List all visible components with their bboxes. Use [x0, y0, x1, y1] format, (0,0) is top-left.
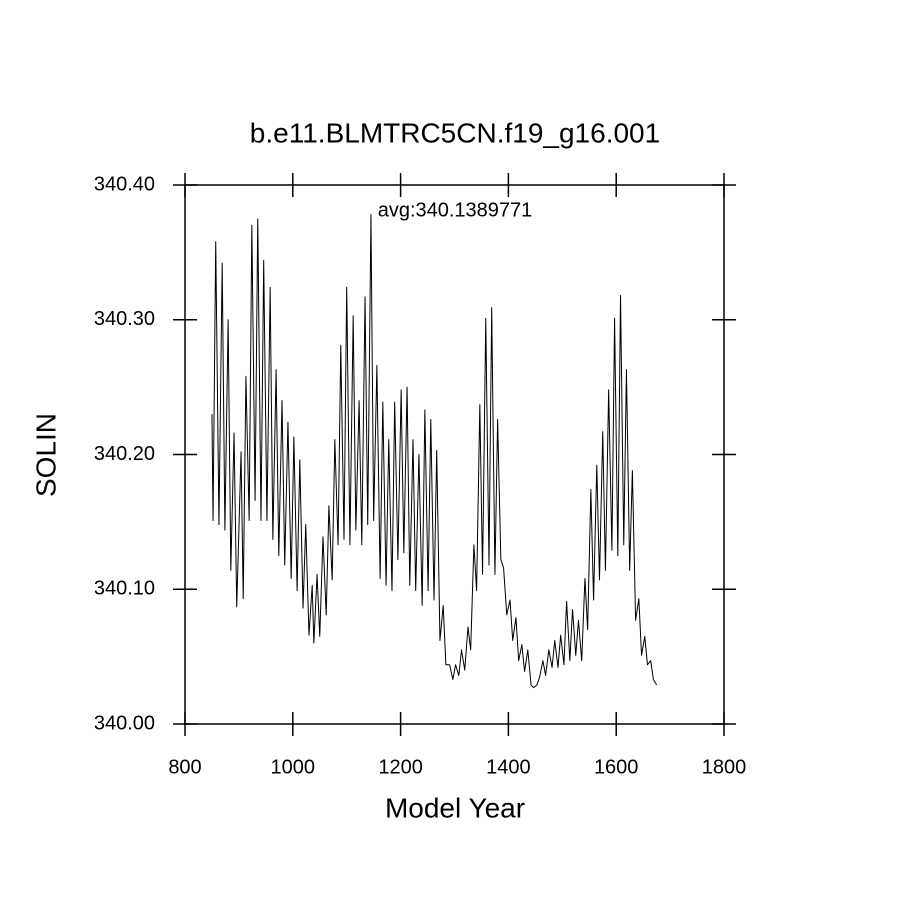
y-tick-label: 340.00	[94, 712, 155, 734]
y-tick-label: 340.10	[94, 578, 155, 600]
y-tick-label: 340.20	[94, 443, 155, 465]
x-tick-label: 1800	[702, 756, 747, 778]
x-tick-label: 1600	[594, 756, 639, 778]
y-axis-label: SOLIN	[30, 413, 61, 497]
x-tick-label: 800	[168, 756, 201, 778]
data-line	[211, 214, 658, 689]
y-tick-label: 340.30	[94, 308, 155, 330]
x-tick-label: 1400	[486, 756, 531, 778]
x-tick-label: 1000	[271, 756, 316, 778]
x-tick-label: 1200	[378, 756, 423, 778]
annotation: avg:340.1389771	[378, 199, 533, 221]
x-axis-label: Model Year	[385, 792, 525, 823]
chart-title: b.e11.BLMTRC5CN.f19_g16.001	[250, 117, 660, 148]
y-tick-label: 340.40	[94, 173, 155, 195]
